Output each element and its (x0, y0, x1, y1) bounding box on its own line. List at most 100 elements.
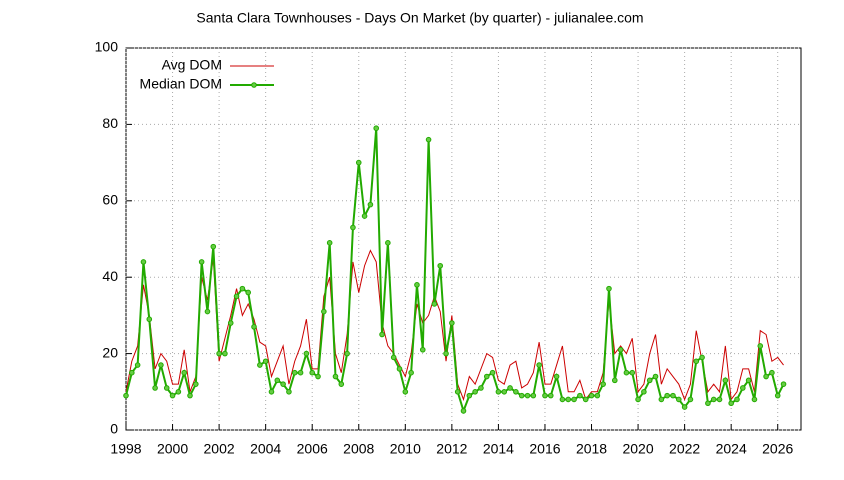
point (344, 350, 350, 357)
legend-marker (251, 82, 257, 88)
point (326, 240, 333, 246)
point (390, 354, 397, 361)
point (431, 301, 438, 307)
point (577, 392, 583, 399)
point (769, 369, 775, 376)
y-tick-label: 40 (102, 268, 118, 284)
point (635, 396, 641, 403)
point (204, 308, 211, 315)
point (251, 324, 257, 330)
legend-label: Median DOM (140, 76, 222, 92)
point (338, 381, 345, 387)
point (187, 392, 193, 399)
point (268, 389, 275, 395)
point (286, 389, 292, 395)
point (303, 350, 310, 357)
x-tick-label: 2016 (529, 441, 560, 457)
point (140, 259, 147, 265)
x-tick-label: 2024 (716, 441, 747, 457)
point (216, 350, 222, 357)
point (129, 369, 135, 376)
point (274, 377, 281, 384)
point (547, 392, 554, 399)
point (152, 385, 158, 391)
y-tick-label: 60 (102, 192, 118, 208)
point (705, 400, 711, 407)
point (332, 373, 339, 380)
point (169, 392, 176, 399)
point (710, 396, 717, 403)
y-tick-label: 20 (102, 344, 118, 360)
point (588, 392, 595, 399)
point (699, 354, 705, 361)
point (425, 136, 432, 143)
x-tick-label: 2006 (297, 441, 328, 457)
point (734, 396, 740, 403)
point (309, 369, 316, 376)
x-tick-label: 2018 (576, 441, 607, 457)
point (728, 400, 734, 407)
point (501, 389, 508, 395)
point (530, 392, 537, 399)
point (158, 362, 164, 368)
point (571, 396, 577, 403)
point (402, 389, 409, 395)
point (658, 396, 665, 403)
point (623, 369, 630, 376)
point (513, 389, 519, 395)
point (757, 343, 764, 349)
point (641, 389, 647, 395)
point (745, 377, 752, 384)
point (542, 392, 548, 399)
point (193, 381, 199, 387)
point (740, 385, 746, 391)
point (751, 396, 758, 403)
x-tick-label: 2010 (390, 441, 421, 457)
point (483, 373, 490, 380)
x-tick-label: 2012 (436, 441, 467, 457)
point (524, 392, 531, 399)
y-tick-label: 0 (110, 421, 118, 437)
point (687, 396, 694, 403)
x-tick-label: 2020 (622, 441, 653, 457)
x-tick-label: 2002 (204, 441, 235, 457)
x-tick-label: 2014 (483, 441, 514, 457)
point (681, 404, 688, 410)
point (233, 293, 240, 300)
y-tick-label: 100 (95, 39, 119, 55)
plot-frame (125, 47, 802, 431)
point (379, 331, 385, 338)
y-tick-label: 80 (102, 115, 118, 131)
point (594, 392, 601, 399)
point (774, 392, 781, 399)
point (419, 346, 426, 353)
point (507, 385, 513, 391)
point (611, 377, 618, 384)
point (646, 377, 653, 384)
point (652, 373, 659, 380)
point (600, 381, 606, 387)
point (536, 362, 542, 368)
point (175, 389, 182, 395)
point (553, 373, 560, 380)
point (385, 240, 391, 246)
point (565, 396, 572, 403)
legend-label: Avg DOM (162, 57, 222, 73)
point (489, 369, 496, 376)
point (123, 392, 129, 399)
x-tick-label: 1998 (110, 441, 141, 457)
point (670, 392, 676, 399)
point (454, 389, 461, 395)
point (181, 369, 187, 376)
point (716, 396, 723, 403)
point (222, 350, 228, 357)
point (291, 369, 298, 376)
chart-title: Santa Clara Townhouses - Days On Market … (196, 10, 643, 26)
point (449, 320, 455, 326)
point (198, 259, 205, 265)
point (315, 373, 321, 380)
x-tick-label: 2026 (762, 441, 793, 457)
point (466, 392, 473, 399)
x-tick-label: 2022 (669, 441, 700, 457)
